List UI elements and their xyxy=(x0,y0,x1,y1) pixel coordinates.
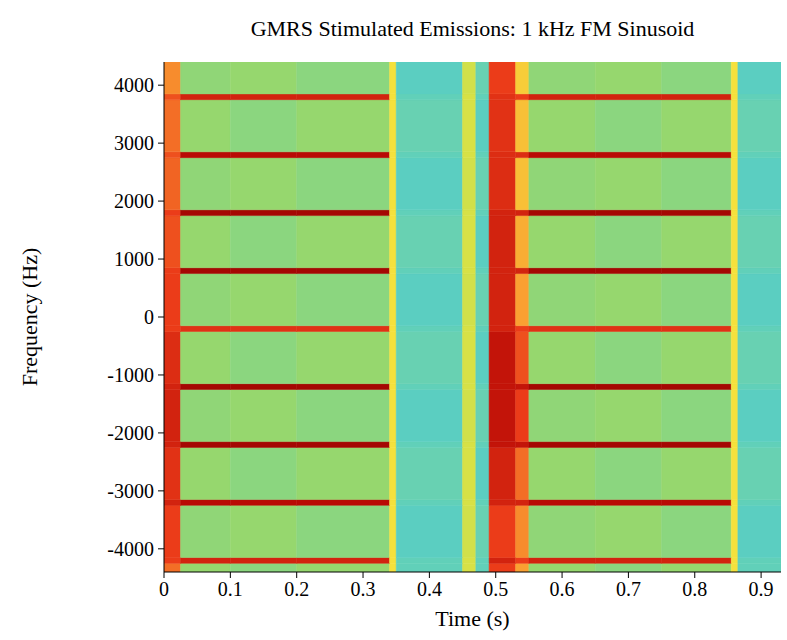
html-text:Time (s): Time (s) xyxy=(435,606,510,631)
svg-text:0.3: 0.3 xyxy=(351,578,376,600)
svg-text:0: 0 xyxy=(144,306,154,328)
svg-text:0.2: 0.2 xyxy=(284,578,309,600)
svg-text:-3000: -3000 xyxy=(107,480,154,502)
html-text:Frequency (Hz): Frequency (Hz) xyxy=(17,247,42,387)
html-text:GMRS Stimulated Emissions: 1 k: GMRS Stimulated Emissions: 1 kHz FM Sinu… xyxy=(250,16,695,41)
svg-text:0.4: 0.4 xyxy=(417,578,442,600)
svg-text:4000: 4000 xyxy=(114,74,154,96)
svg-text:0.7: 0.7 xyxy=(616,578,641,600)
svg-text:0.6: 0.6 xyxy=(550,578,575,600)
svg-text:0.8: 0.8 xyxy=(682,578,707,600)
svg-text:3000: 3000 xyxy=(114,132,154,154)
svg-text:-4000: -4000 xyxy=(107,538,154,560)
svg-text:0.1: 0.1 xyxy=(218,578,243,600)
svg-text:-1000: -1000 xyxy=(107,364,154,386)
svg-text:-2000: -2000 xyxy=(107,422,154,444)
svg-text:1000: 1000 xyxy=(114,248,154,270)
svg-text:0: 0 xyxy=(159,578,169,600)
svg-text:0.9: 0.9 xyxy=(749,578,774,600)
svg-text:0.5: 0.5 xyxy=(483,578,508,600)
svg-text:2000: 2000 xyxy=(114,190,154,212)
